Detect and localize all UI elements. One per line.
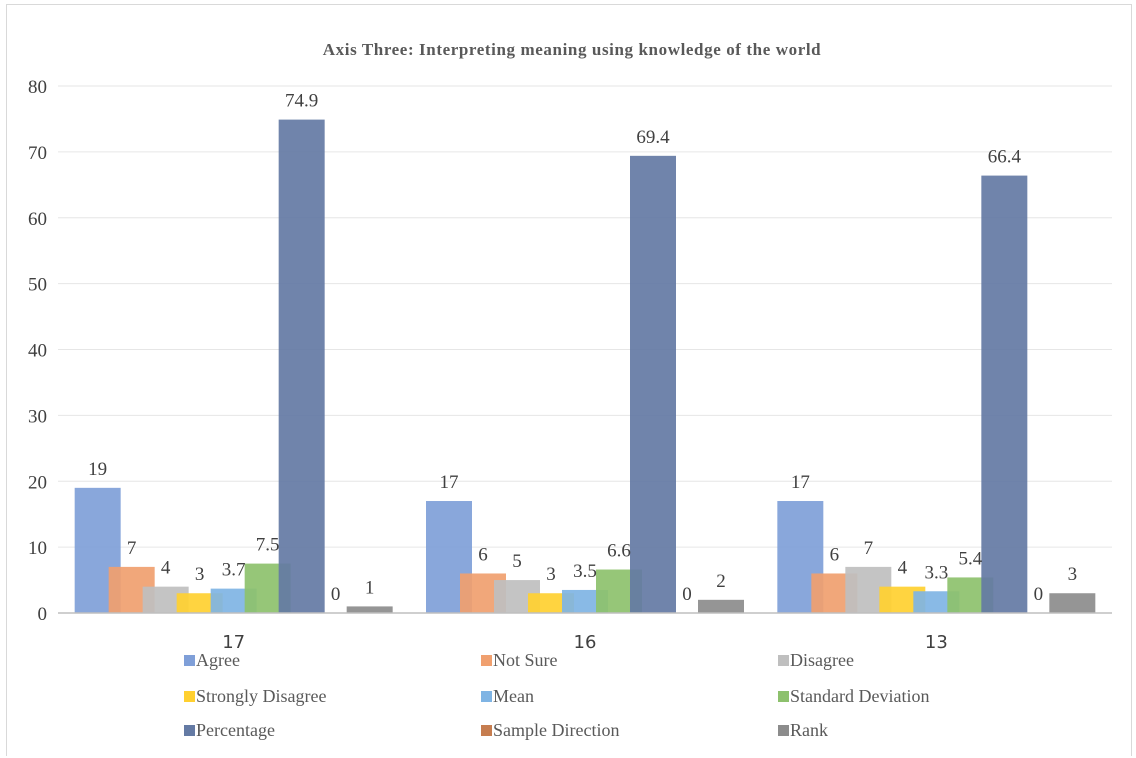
x-tick-label: 16 — [574, 632, 597, 653]
data-label: 74.9 — [285, 91, 318, 112]
data-label: 17 — [791, 472, 810, 493]
data-label: 6.6 — [607, 541, 631, 562]
x-tick-label: 17 — [222, 632, 245, 653]
data-label: 0 — [1034, 584, 1044, 605]
x-tick-label: 13 — [925, 632, 948, 653]
data-label: 5.4 — [958, 548, 982, 569]
data-label: 3 — [546, 564, 556, 585]
legend-swatch — [481, 691, 492, 702]
data-label: 7 — [127, 538, 137, 559]
y-tick-label: 70 — [28, 143, 47, 164]
legend-label: Disagree — [790, 650, 854, 670]
bar — [278, 119, 325, 613]
bar — [1049, 593, 1096, 613]
data-label: 0 — [682, 584, 692, 605]
y-tick-label: 0 — [38, 604, 48, 625]
data-label: 6 — [830, 544, 840, 565]
data-label: 1 — [365, 577, 375, 598]
gridlines — [58, 85, 1112, 548]
legend-label: Agree — [196, 650, 240, 670]
bar — [981, 175, 1028, 613]
data-label: 3.5 — [573, 561, 597, 582]
legend-swatch — [481, 655, 492, 666]
chart-title: Axis Three: Interpreting meaning using k… — [323, 40, 821, 59]
data-label: 66.4 — [988, 147, 1022, 168]
legend-label: Percentage — [196, 720, 275, 740]
data-label: 4 — [161, 558, 171, 579]
data-label: 3.3 — [924, 562, 948, 583]
data-label: 2 — [716, 571, 726, 592]
y-tick-label: 60 — [28, 209, 47, 230]
y-tick-label: 30 — [28, 406, 47, 427]
data-label: 4 — [898, 558, 908, 579]
y-tick-label: 20 — [28, 472, 47, 493]
x-axis: 17 16 13 — [222, 632, 948, 653]
legend-label: Standard Deviation — [790, 686, 929, 706]
legend-label: Strongly Disagree — [196, 686, 326, 706]
data-label: 7 — [864, 538, 874, 559]
data-label: 3 — [1068, 564, 1078, 585]
legend-label: Sample Direction — [493, 720, 619, 740]
data-label: 6 — [478, 544, 488, 565]
data-label: 5 — [512, 551, 522, 572]
legend-label: Mean — [493, 686, 534, 706]
data-label: 69.4 — [636, 127, 670, 148]
data-label: 17 — [440, 472, 459, 493]
y-tick-label: 50 — [28, 275, 47, 296]
data-label: 3 — [195, 564, 205, 585]
data-label: 3.7 — [222, 560, 246, 581]
y-tick-label: 80 — [28, 77, 47, 98]
bars — [74, 119, 1096, 613]
legend-swatch — [778, 691, 789, 702]
legend-swatch — [184, 691, 195, 702]
data-label: 19 — [88, 459, 107, 480]
data-label: 0 — [331, 584, 341, 605]
y-axis: 0 10 20 30 40 50 60 70 80 — [28, 77, 47, 625]
bar — [630, 155, 676, 613]
y-tick-label: 40 — [28, 341, 47, 362]
chart-frame: Axis Three: Interpreting meaning using k… — [6, 4, 1132, 756]
bar — [698, 599, 744, 613]
legend-swatch — [184, 725, 195, 736]
legend-label: Rank — [790, 720, 828, 740]
y-tick-label: 10 — [28, 538, 47, 559]
bar — [346, 606, 393, 613]
legend-swatch — [481, 725, 492, 736]
legend-label: Not Sure — [493, 650, 558, 670]
chart: Axis Three: Interpreting meaning using k… — [28, 40, 1112, 740]
legend-swatch — [778, 655, 789, 666]
legend-swatch — [778, 725, 789, 736]
data-label: 7.5 — [256, 535, 280, 556]
legend-swatch — [184, 655, 195, 666]
legend: Agree Not Sure Disagree Strongly Disagree Me… — [184, 650, 929, 740]
